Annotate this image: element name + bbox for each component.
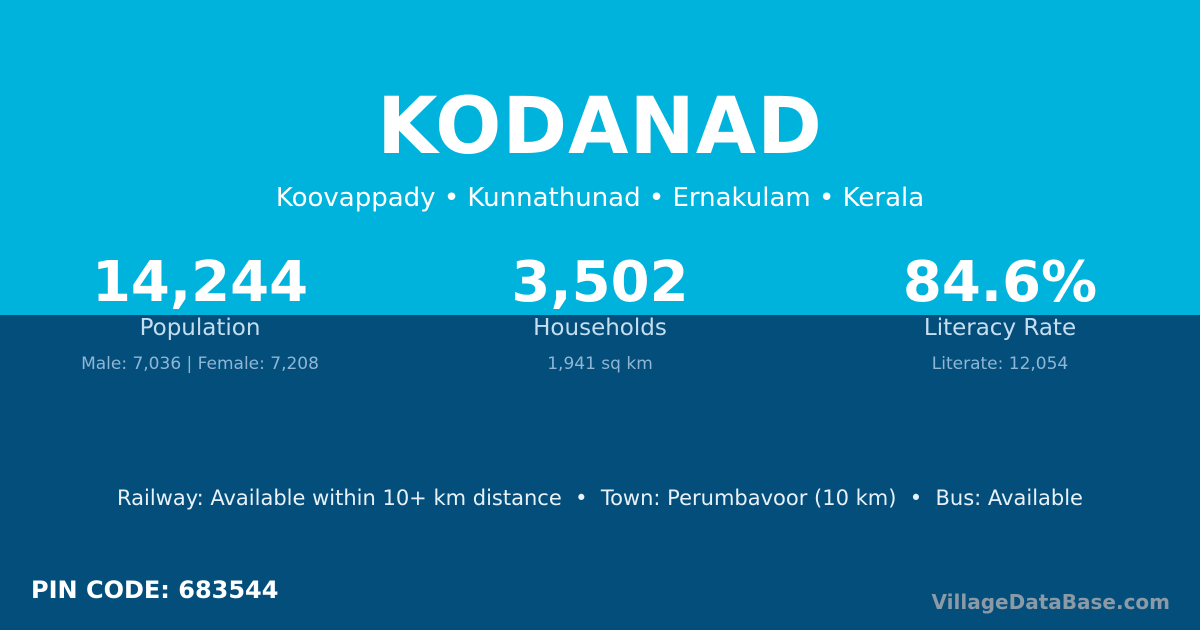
connectivity-info: Railway: Available within 10+ km distanc…: [117, 486, 1083, 510]
stat-label: Literacy Rate: [923, 315, 1077, 341]
stat-label: Population: [139, 315, 261, 341]
stat-value: 3,502: [511, 250, 689, 315]
brand-logo: VillageDataBase.com: [931, 590, 1170, 614]
stat-detail: Male: 7,036 | Female: 7,208: [81, 354, 319, 374]
footer-band: [0, 315, 1200, 630]
stat-detail: 1,941 sq km: [547, 354, 653, 374]
stat-label: Households: [533, 315, 667, 341]
stat-value: 14,244: [91, 250, 309, 315]
header-band: [0, 0, 1200, 315]
stat-detail: Literate: 12,054: [931, 354, 1069, 374]
location-breadcrumb: Koovappady • Kunnathunad • Ernakulam • K…: [275, 183, 925, 213]
stat-value: 84.6%: [902, 250, 1098, 315]
village-title: KODANAD: [377, 82, 823, 172]
pin-code: PIN CODE: 683544: [31, 576, 279, 604]
